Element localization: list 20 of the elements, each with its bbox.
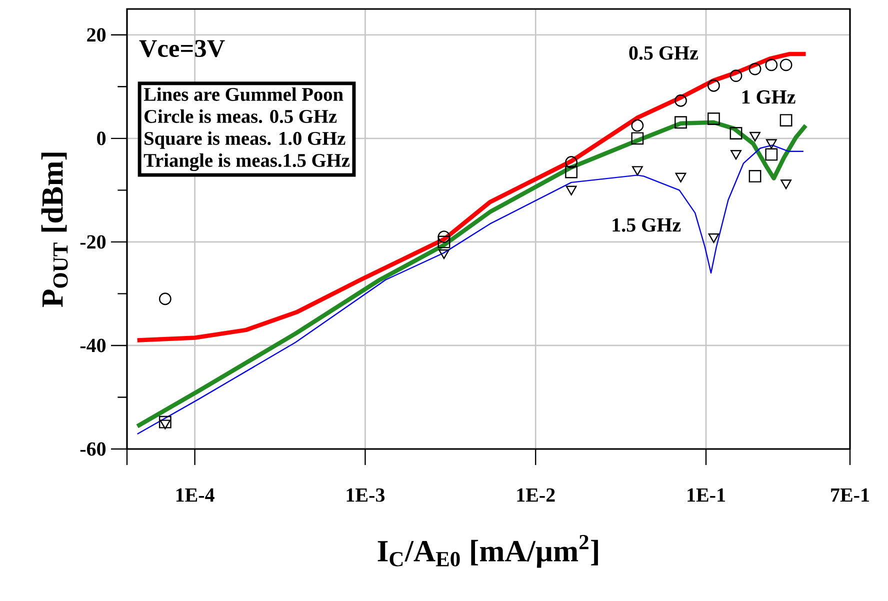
y-tick-label: -20 xyxy=(80,235,106,249)
series-label: 1 GHz xyxy=(742,90,796,104)
annotation: Circle is meas. 0.5 GHz xyxy=(144,109,337,124)
y-tick-label: -40 xyxy=(80,338,106,352)
series-label: 1.5 GHz xyxy=(612,218,681,232)
x-tick-label: 1E-4 xyxy=(176,488,214,502)
y-tick-label: 0 xyxy=(97,132,106,146)
x-tick-label: 1E-2 xyxy=(517,488,555,502)
annotation: Vce=3V xyxy=(139,40,225,58)
annotation: Triangle is meas.1.5 GHz xyxy=(144,153,350,172)
series-label: 0.5 GHz xyxy=(629,46,698,60)
y-tick-label: 20 xyxy=(87,28,106,42)
annotation: Lines are Gummel Poon xyxy=(144,87,344,101)
x-tick-label: 1E-3 xyxy=(346,488,385,502)
annotation: Square is meas. 1.0 GHz xyxy=(144,131,346,149)
x-tick-label: 7E-1 xyxy=(831,488,869,502)
x-axis-title: I$_{C}$/A$_{E0}$ [mA/µm$^{2}$] xyxy=(378,534,598,568)
y-tick-label: -60 xyxy=(80,442,106,456)
y-axis-title: P$_{OUT}$ [dBm] xyxy=(41,152,68,308)
x-tick-label: 1E-1 xyxy=(688,488,725,502)
